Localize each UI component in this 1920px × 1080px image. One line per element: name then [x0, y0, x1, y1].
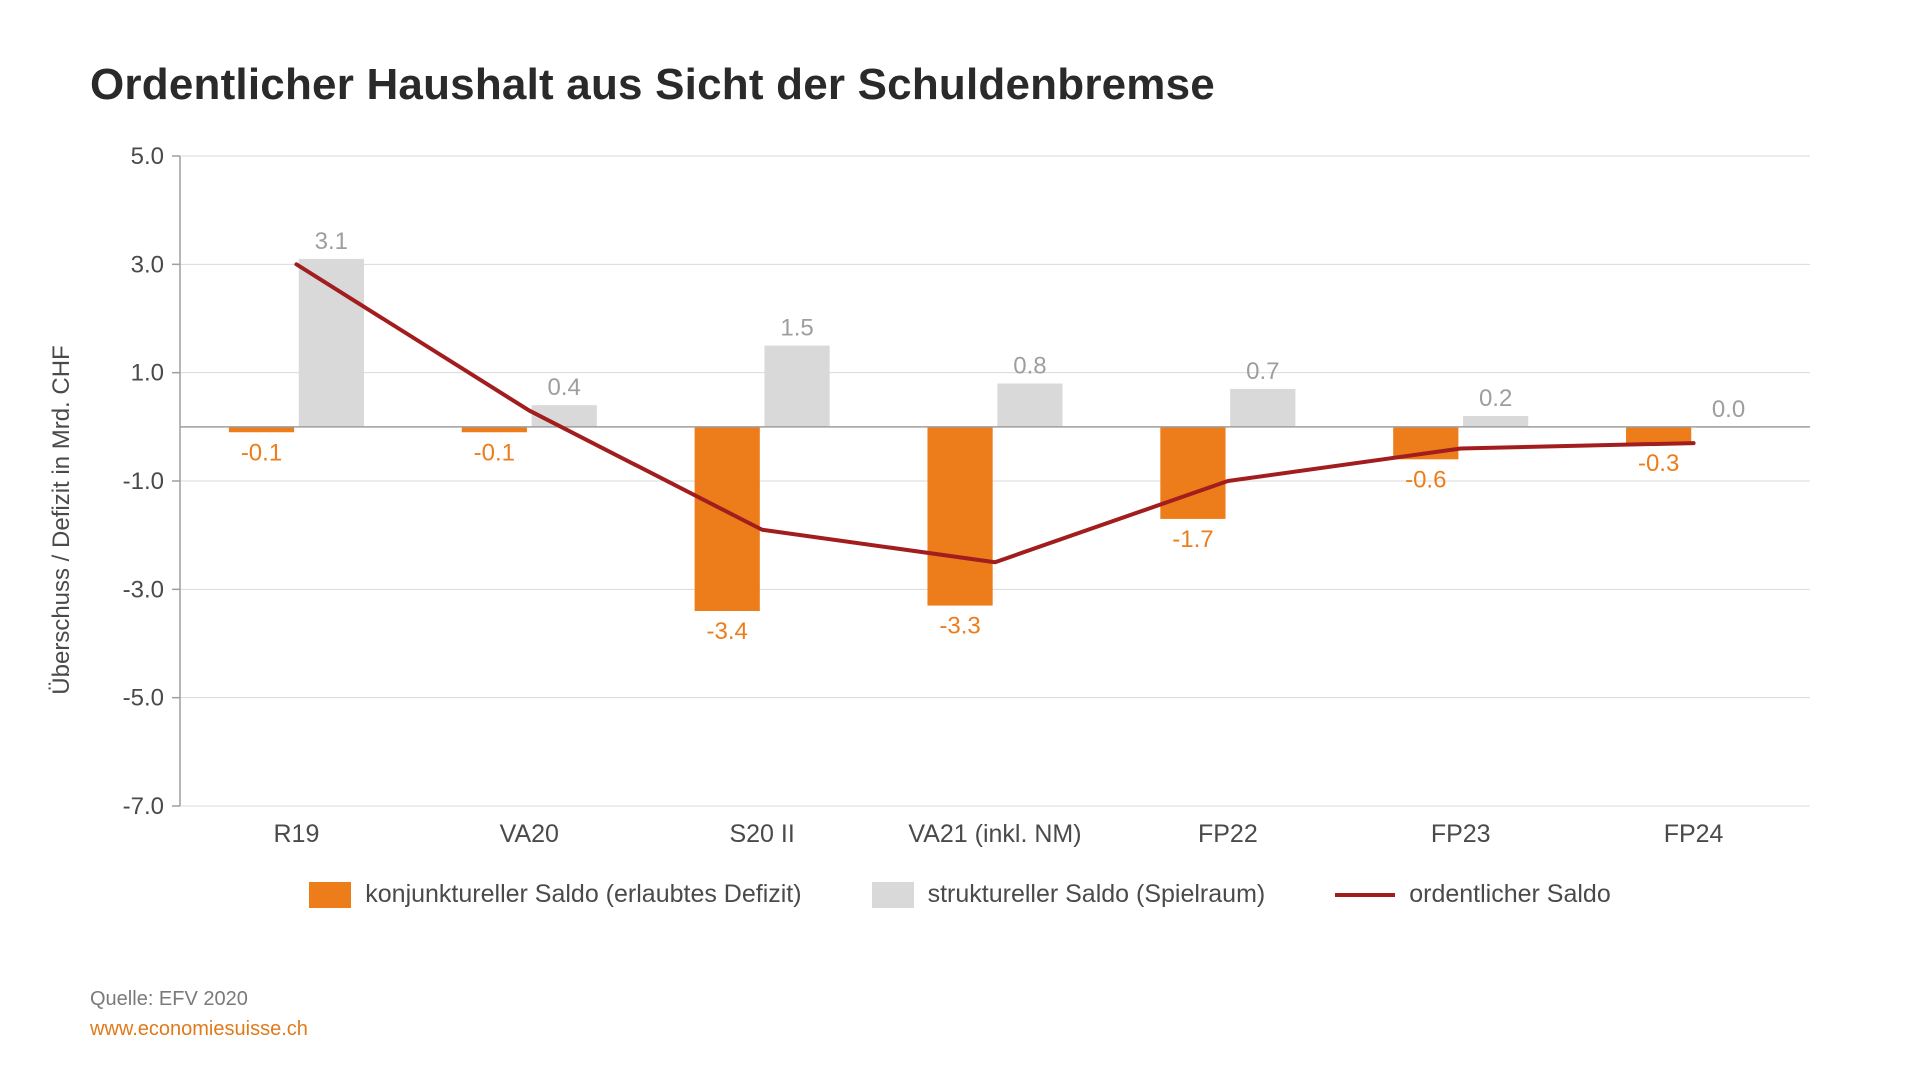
- x-category-label: FP22: [1198, 820, 1258, 848]
- x-category-label: FP23: [1431, 820, 1491, 848]
- y-axis-label: Überschuss / Defizit in Mrd. CHF: [48, 345, 76, 694]
- legend-label: konjunktureller Saldo (erlaubtes Defizit…: [365, 880, 801, 909]
- konjunkturell-value-label: -3.4: [707, 618, 748, 645]
- y-tick-label: 3.0: [131, 251, 164, 278]
- strukturell-value-label: 1.5: [780, 315, 813, 342]
- y-tick-label: -3.0: [123, 576, 164, 603]
- strukturell-bar: [1463, 416, 1528, 427]
- legend: konjunktureller Saldo (erlaubtes Defizit…: [90, 880, 1830, 909]
- x-category-label: VA21 (inkl. NM): [908, 820, 1081, 848]
- strukturell-value-label: 3.1: [315, 228, 348, 255]
- page-root: Ordentlicher Haushalt aus Sicht der Schu…: [0, 0, 1920, 1080]
- konjunkturell-value-label: -0.3: [1638, 450, 1679, 477]
- konjunkturell-bar: [1626, 427, 1691, 443]
- chart-container: Überschuss / Defizit in Mrd. CHF -7.0-5.…: [90, 146, 1830, 866]
- legend-swatch: [309, 882, 351, 908]
- konjunkturell-value-label: -3.3: [939, 613, 980, 640]
- strukturell-bar: [764, 346, 829, 427]
- konjunkturell-value-label: -0.1: [474, 439, 515, 466]
- x-category-label: VA20: [500, 820, 559, 848]
- strukturell-value-label: 0.0: [1712, 396, 1745, 423]
- x-category-label: FP24: [1664, 820, 1724, 848]
- chart-title: Ordentlicher Haushalt aus Sicht der Schu…: [90, 60, 1830, 110]
- konjunkturell-value-label: -1.7: [1172, 526, 1213, 553]
- konjunkturell-value-label: -0.6: [1405, 466, 1446, 493]
- y-tick-label: -1.0: [123, 468, 164, 495]
- strukturell-value-label: 0.7: [1246, 358, 1279, 385]
- x-category-label: R19: [273, 820, 319, 848]
- strukturell-bar: [1230, 389, 1295, 427]
- konjunkturell-bar: [1160, 427, 1225, 519]
- legend-item: ordentlicher Saldo: [1335, 880, 1611, 909]
- legend-item: konjunktureller Saldo (erlaubtes Defizit…: [309, 880, 801, 909]
- y-tick-label: 1.0: [131, 360, 164, 387]
- legend-label: struktureller Saldo (Spielraum): [928, 880, 1266, 909]
- konjunkturell-bar: [695, 427, 760, 611]
- konjunkturell-bar: [927, 427, 992, 606]
- legend-line-swatch: [1335, 893, 1395, 897]
- legend-label: ordentlicher Saldo: [1409, 880, 1611, 909]
- footer: Quelle: EFV 2020 www.economiesuisse.ch: [90, 984, 308, 1044]
- strukturell-bar: [997, 384, 1062, 427]
- konjunkturell-bar: [462, 427, 527, 432]
- y-tick-label: -7.0: [123, 793, 164, 820]
- konjunkturell-value-label: -0.1: [241, 439, 282, 466]
- y-tick-label: 5.0: [131, 146, 164, 170]
- chart-svg: -7.0 -5.0 -3.0 -1.0 1.0 3.0 5.0 -0.1 -0.1 -3.4 -3.…: [90, 146, 1830, 866]
- footer-url: www.economiesuisse.ch: [90, 1014, 308, 1044]
- legend-swatch: [872, 882, 914, 908]
- strukturell-value-label: 0.4: [548, 374, 581, 401]
- strukturell-value-label: 0.8: [1013, 353, 1046, 380]
- y-tick-label: -5.0: [123, 685, 164, 712]
- x-category-label: S20 II: [729, 820, 794, 848]
- ordentlich-line: [296, 264, 1693, 562]
- konjunkturell-bar: [229, 427, 294, 432]
- footer-source: Quelle: EFV 2020: [90, 984, 308, 1014]
- strukturell-value-label: 0.2: [1479, 385, 1512, 412]
- legend-item: struktureller Saldo (Spielraum): [872, 880, 1266, 909]
